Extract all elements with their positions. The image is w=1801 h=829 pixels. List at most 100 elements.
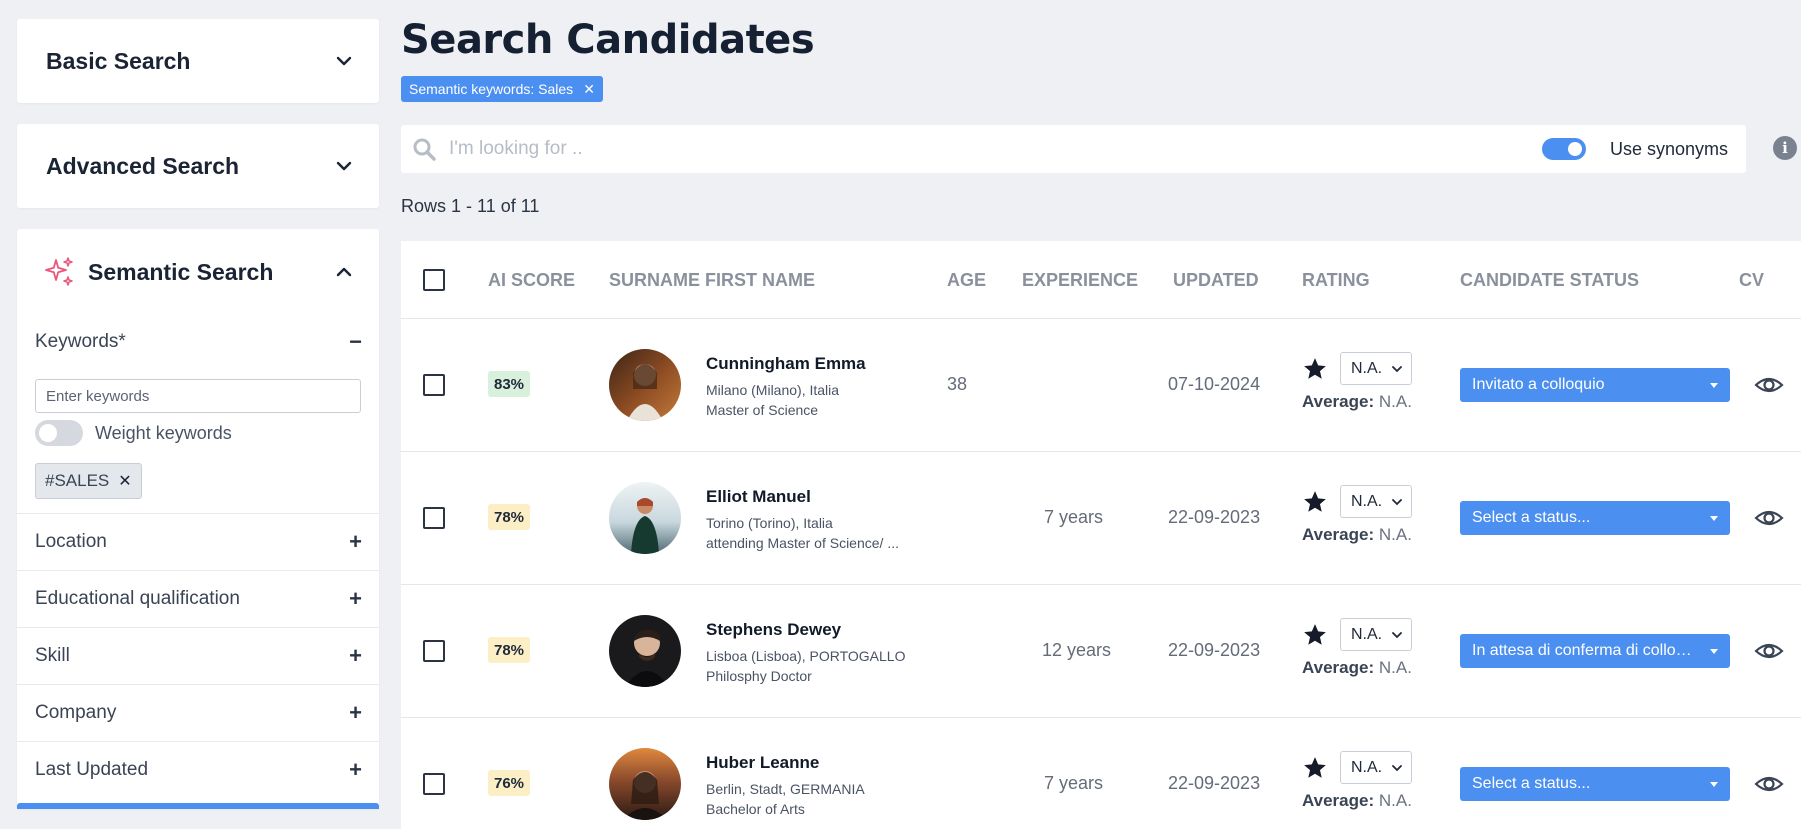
basic-search-toggle[interactable]: Basic Search	[17, 19, 379, 103]
average-label: Average:	[1302, 392, 1375, 411]
filter-company[interactable]: Company +	[17, 684, 379, 741]
rating-select[interactable]: N.A.	[1340, 751, 1412, 784]
search-button[interactable]	[17, 803, 379, 809]
keywords-section-toggle[interactable]: Keywords* −	[17, 315, 379, 369]
header-rating[interactable]: RATING	[1302, 270, 1370, 290]
chevron-down-icon	[1392, 498, 1402, 505]
rating-select[interactable]: N.A.	[1340, 352, 1412, 385]
rows-info: Rows 1 - 11 of 11	[401, 196, 540, 216]
search-bar: Use synonyms	[401, 125, 1746, 173]
header-name[interactable]: SURNAME FIRST NAME	[609, 270, 815, 290]
candidates-table: AI SCORE SURNAME FIRST NAME AGE EXPERIEN…	[401, 241, 1801, 829]
page-title: Search Candidates	[401, 17, 815, 63]
avatar[interactable]	[609, 482, 681, 554]
ai-score-badge: 83%	[488, 371, 531, 397]
average-rating: Average: N.A.	[1302, 791, 1412, 811]
eye-icon[interactable]	[1754, 503, 1784, 533]
remove-tag-icon[interactable]: ✕	[118, 473, 132, 490]
candidate-experience: 7 years	[1044, 507, 1104, 527]
filter-skill[interactable]: Skill +	[17, 627, 379, 684]
weight-keywords-toggle[interactable]	[35, 420, 83, 446]
chevron-down-icon	[336, 56, 352, 66]
header-updated[interactable]: UPDATED	[1173, 270, 1259, 290]
candidate-status-select[interactable]: In attesa di conferma di colloquio	[1460, 634, 1730, 668]
keywords-input[interactable]	[35, 379, 361, 413]
candidate-degree: Philosphy Doctor	[706, 668, 812, 684]
avatar[interactable]	[609, 349, 681, 421]
candidate-degree: Bachelor of Arts	[706, 801, 805, 817]
filter-label: Skill	[35, 645, 70, 666]
candidate-updated: 22-09-2023	[1168, 507, 1261, 527]
remove-chip-icon[interactable]: ✕	[583, 80, 595, 97]
table-header: AI SCORE SURNAME FIRST NAME AGE EXPERIEN…	[401, 241, 1801, 319]
select-all-checkbox[interactable]	[423, 269, 445, 291]
candidate-status-select[interactable]: Select a status...	[1460, 767, 1730, 801]
header-ai-score[interactable]: AI SCORE	[488, 270, 576, 290]
rating-block: N.A. Average: N.A.	[1302, 751, 1412, 811]
row-checkbox[interactable]	[423, 507, 445, 529]
rating-select[interactable]: N.A.	[1340, 485, 1412, 518]
caret-down-icon	[1710, 382, 1718, 388]
info-icon[interactable]: i	[1773, 136, 1797, 160]
eye-icon[interactable]	[1754, 370, 1784, 400]
active-filter-chip: Semantic keywords: Sales ✕	[401, 76, 603, 102]
ai-score-badge: 78%	[488, 637, 531, 663]
use-synonyms-toggle[interactable]	[1541, 138, 1586, 160]
candidate-name[interactable]: Huber Leanne	[706, 753, 820, 772]
candidate-name[interactable]: Elliot Manuel	[706, 487, 811, 506]
avatar[interactable]	[609, 748, 681, 820]
status-value: Select a status...	[1472, 509, 1591, 526]
rating-block: N.A. Average: N.A.	[1302, 485, 1412, 545]
filter-last-updated[interactable]: Last Updated +	[17, 741, 379, 798]
filter-label: Location	[35, 531, 107, 552]
plus-icon: +	[349, 586, 362, 611]
rating-value: N.A.	[1351, 758, 1383, 776]
star-icon[interactable]	[1302, 489, 1328, 515]
star-icon[interactable]	[1302, 356, 1328, 382]
rating-select[interactable]: N.A.	[1340, 618, 1412, 651]
candidate-name[interactable]: Stephens Dewey	[706, 620, 842, 639]
candidate-age: 38	[947, 374, 968, 394]
sparkle-icon	[45, 257, 73, 286]
row-checkbox[interactable]	[423, 374, 445, 396]
eye-icon[interactable]	[1754, 769, 1784, 799]
ai-score-badge: 76%	[488, 770, 531, 796]
header-experience[interactable]: EXPERIENCE	[1022, 270, 1139, 290]
minus-icon: −	[349, 329, 362, 354]
use-synonyms-label: Use synonyms	[1609, 138, 1728, 159]
header-candidate-status[interactable]: CANDIDATE STATUS	[1460, 270, 1639, 290]
search-input[interactable]	[449, 138, 1542, 160]
status-value: Invitato a colloquio	[1472, 376, 1605, 393]
candidate-status-select[interactable]: Select a status...	[1460, 501, 1730, 535]
candidate-degree: Master of Science	[706, 402, 819, 418]
row-checkbox[interactable]	[423, 640, 445, 662]
candidate-experience: 12 years	[1042, 640, 1112, 660]
avatar[interactable]	[609, 615, 681, 687]
advanced-search-toggle[interactable]: Advanced Search	[17, 124, 379, 208]
candidate-name[interactable]: Cunningham Emma	[706, 354, 866, 373]
rating-block: N.A. Average: N.A.	[1302, 618, 1412, 678]
status-value: In attesa di conferma di colloquio	[1472, 642, 1697, 659]
semantic-search-title: Semantic Search	[88, 258, 274, 285]
semantic-search-toggle[interactable]: Semantic Search	[17, 229, 379, 315]
star-icon[interactable]	[1302, 622, 1328, 648]
candidate-location: Milano (Milano), Italia	[706, 382, 840, 398]
filter-educational-qualification[interactable]: Educational qualification +	[17, 570, 379, 627]
semantic-search-panel: Semantic Search Keywords* − Weight keywo…	[17, 229, 379, 809]
average-value: N.A.	[1378, 791, 1412, 810]
star-icon[interactable]	[1302, 755, 1328, 781]
chevron-down-icon	[336, 161, 352, 171]
candidate-degree: attending Master of Science/ ...	[706, 535, 899, 551]
advanced-search-panel: Advanced Search	[17, 124, 379, 208]
filter-label: Educational qualification	[35, 588, 240, 609]
keyword-tag: #SALES ✕	[35, 463, 142, 499]
row-checkbox[interactable]	[423, 773, 445, 795]
weight-keywords-label: Weight keywords	[95, 422, 232, 443]
status-value: Select a status...	[1472, 775, 1591, 792]
candidate-status-select[interactable]: Invitato a colloquio	[1460, 368, 1730, 402]
header-age[interactable]: AGE	[947, 270, 987, 290]
candidate-location: Torino (Torino), Italia	[706, 515, 833, 531]
eye-icon[interactable]	[1754, 636, 1784, 666]
filter-location[interactable]: Location +	[17, 513, 379, 570]
table-row: 83% Cunningham Emma Milano (Milano), Ita…	[401, 319, 1801, 452]
